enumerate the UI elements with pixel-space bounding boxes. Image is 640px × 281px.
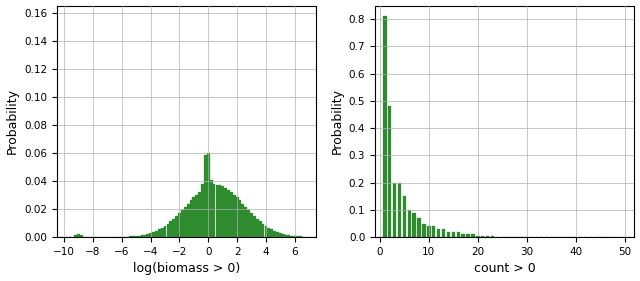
Bar: [287, 235, 291, 237]
Bar: [198, 192, 201, 237]
Bar: [204, 155, 207, 237]
Bar: [259, 221, 262, 237]
Bar: [218, 185, 221, 237]
Y-axis label: Probability: Probability: [6, 88, 19, 154]
Bar: [282, 234, 285, 237]
Bar: [422, 224, 426, 237]
Bar: [74, 235, 77, 237]
Bar: [181, 210, 184, 237]
Bar: [216, 185, 218, 237]
Bar: [388, 106, 392, 237]
Bar: [241, 204, 244, 237]
Bar: [143, 235, 147, 237]
Bar: [224, 188, 227, 237]
Bar: [207, 153, 210, 237]
Bar: [233, 194, 236, 237]
Bar: [221, 186, 224, 237]
Bar: [256, 219, 259, 237]
Bar: [184, 207, 187, 237]
Bar: [273, 231, 276, 237]
Bar: [239, 200, 241, 237]
Bar: [147, 234, 149, 237]
Bar: [270, 229, 273, 237]
X-axis label: count > 0: count > 0: [474, 262, 536, 275]
Bar: [476, 236, 479, 237]
Bar: [264, 226, 268, 237]
Bar: [471, 234, 475, 237]
Bar: [262, 224, 264, 237]
Bar: [227, 190, 230, 237]
Bar: [285, 235, 287, 237]
Bar: [247, 210, 250, 237]
Bar: [461, 234, 465, 237]
Bar: [403, 196, 406, 237]
Bar: [296, 236, 299, 237]
Bar: [293, 236, 296, 237]
Bar: [393, 183, 396, 237]
Bar: [195, 194, 198, 237]
Bar: [250, 213, 253, 237]
Bar: [253, 216, 256, 237]
Bar: [442, 229, 445, 237]
Bar: [170, 221, 172, 237]
Bar: [276, 232, 279, 237]
Bar: [138, 235, 141, 237]
Bar: [189, 200, 193, 237]
Bar: [427, 226, 431, 237]
Y-axis label: Probability: Probability: [330, 88, 343, 154]
Bar: [268, 228, 270, 237]
Bar: [291, 235, 293, 237]
Bar: [212, 184, 216, 237]
Bar: [158, 229, 161, 237]
Bar: [132, 236, 135, 237]
Bar: [201, 184, 204, 237]
Bar: [432, 226, 435, 237]
Bar: [408, 210, 411, 237]
Bar: [412, 213, 416, 237]
Bar: [417, 218, 420, 237]
X-axis label: log(biomass > 0): log(biomass > 0): [133, 262, 240, 275]
Bar: [161, 228, 164, 237]
Bar: [135, 236, 138, 237]
Bar: [230, 192, 233, 237]
Bar: [210, 180, 212, 237]
Bar: [155, 231, 158, 237]
Bar: [279, 233, 282, 237]
Bar: [447, 232, 450, 237]
Bar: [164, 226, 166, 237]
Bar: [236, 198, 239, 237]
Bar: [398, 183, 401, 237]
Bar: [244, 207, 247, 237]
Bar: [486, 236, 490, 237]
Bar: [77, 234, 80, 237]
Bar: [141, 235, 143, 237]
Bar: [80, 235, 83, 237]
Bar: [178, 213, 181, 237]
Bar: [172, 219, 175, 237]
Bar: [481, 236, 484, 237]
Bar: [175, 216, 178, 237]
Bar: [152, 232, 155, 237]
Bar: [187, 204, 189, 237]
Bar: [456, 232, 460, 237]
Bar: [193, 198, 195, 237]
Bar: [467, 234, 470, 237]
Bar: [491, 236, 494, 237]
Bar: [452, 232, 455, 237]
Bar: [383, 17, 387, 237]
Bar: [166, 224, 170, 237]
Bar: [149, 233, 152, 237]
Bar: [437, 229, 440, 237]
